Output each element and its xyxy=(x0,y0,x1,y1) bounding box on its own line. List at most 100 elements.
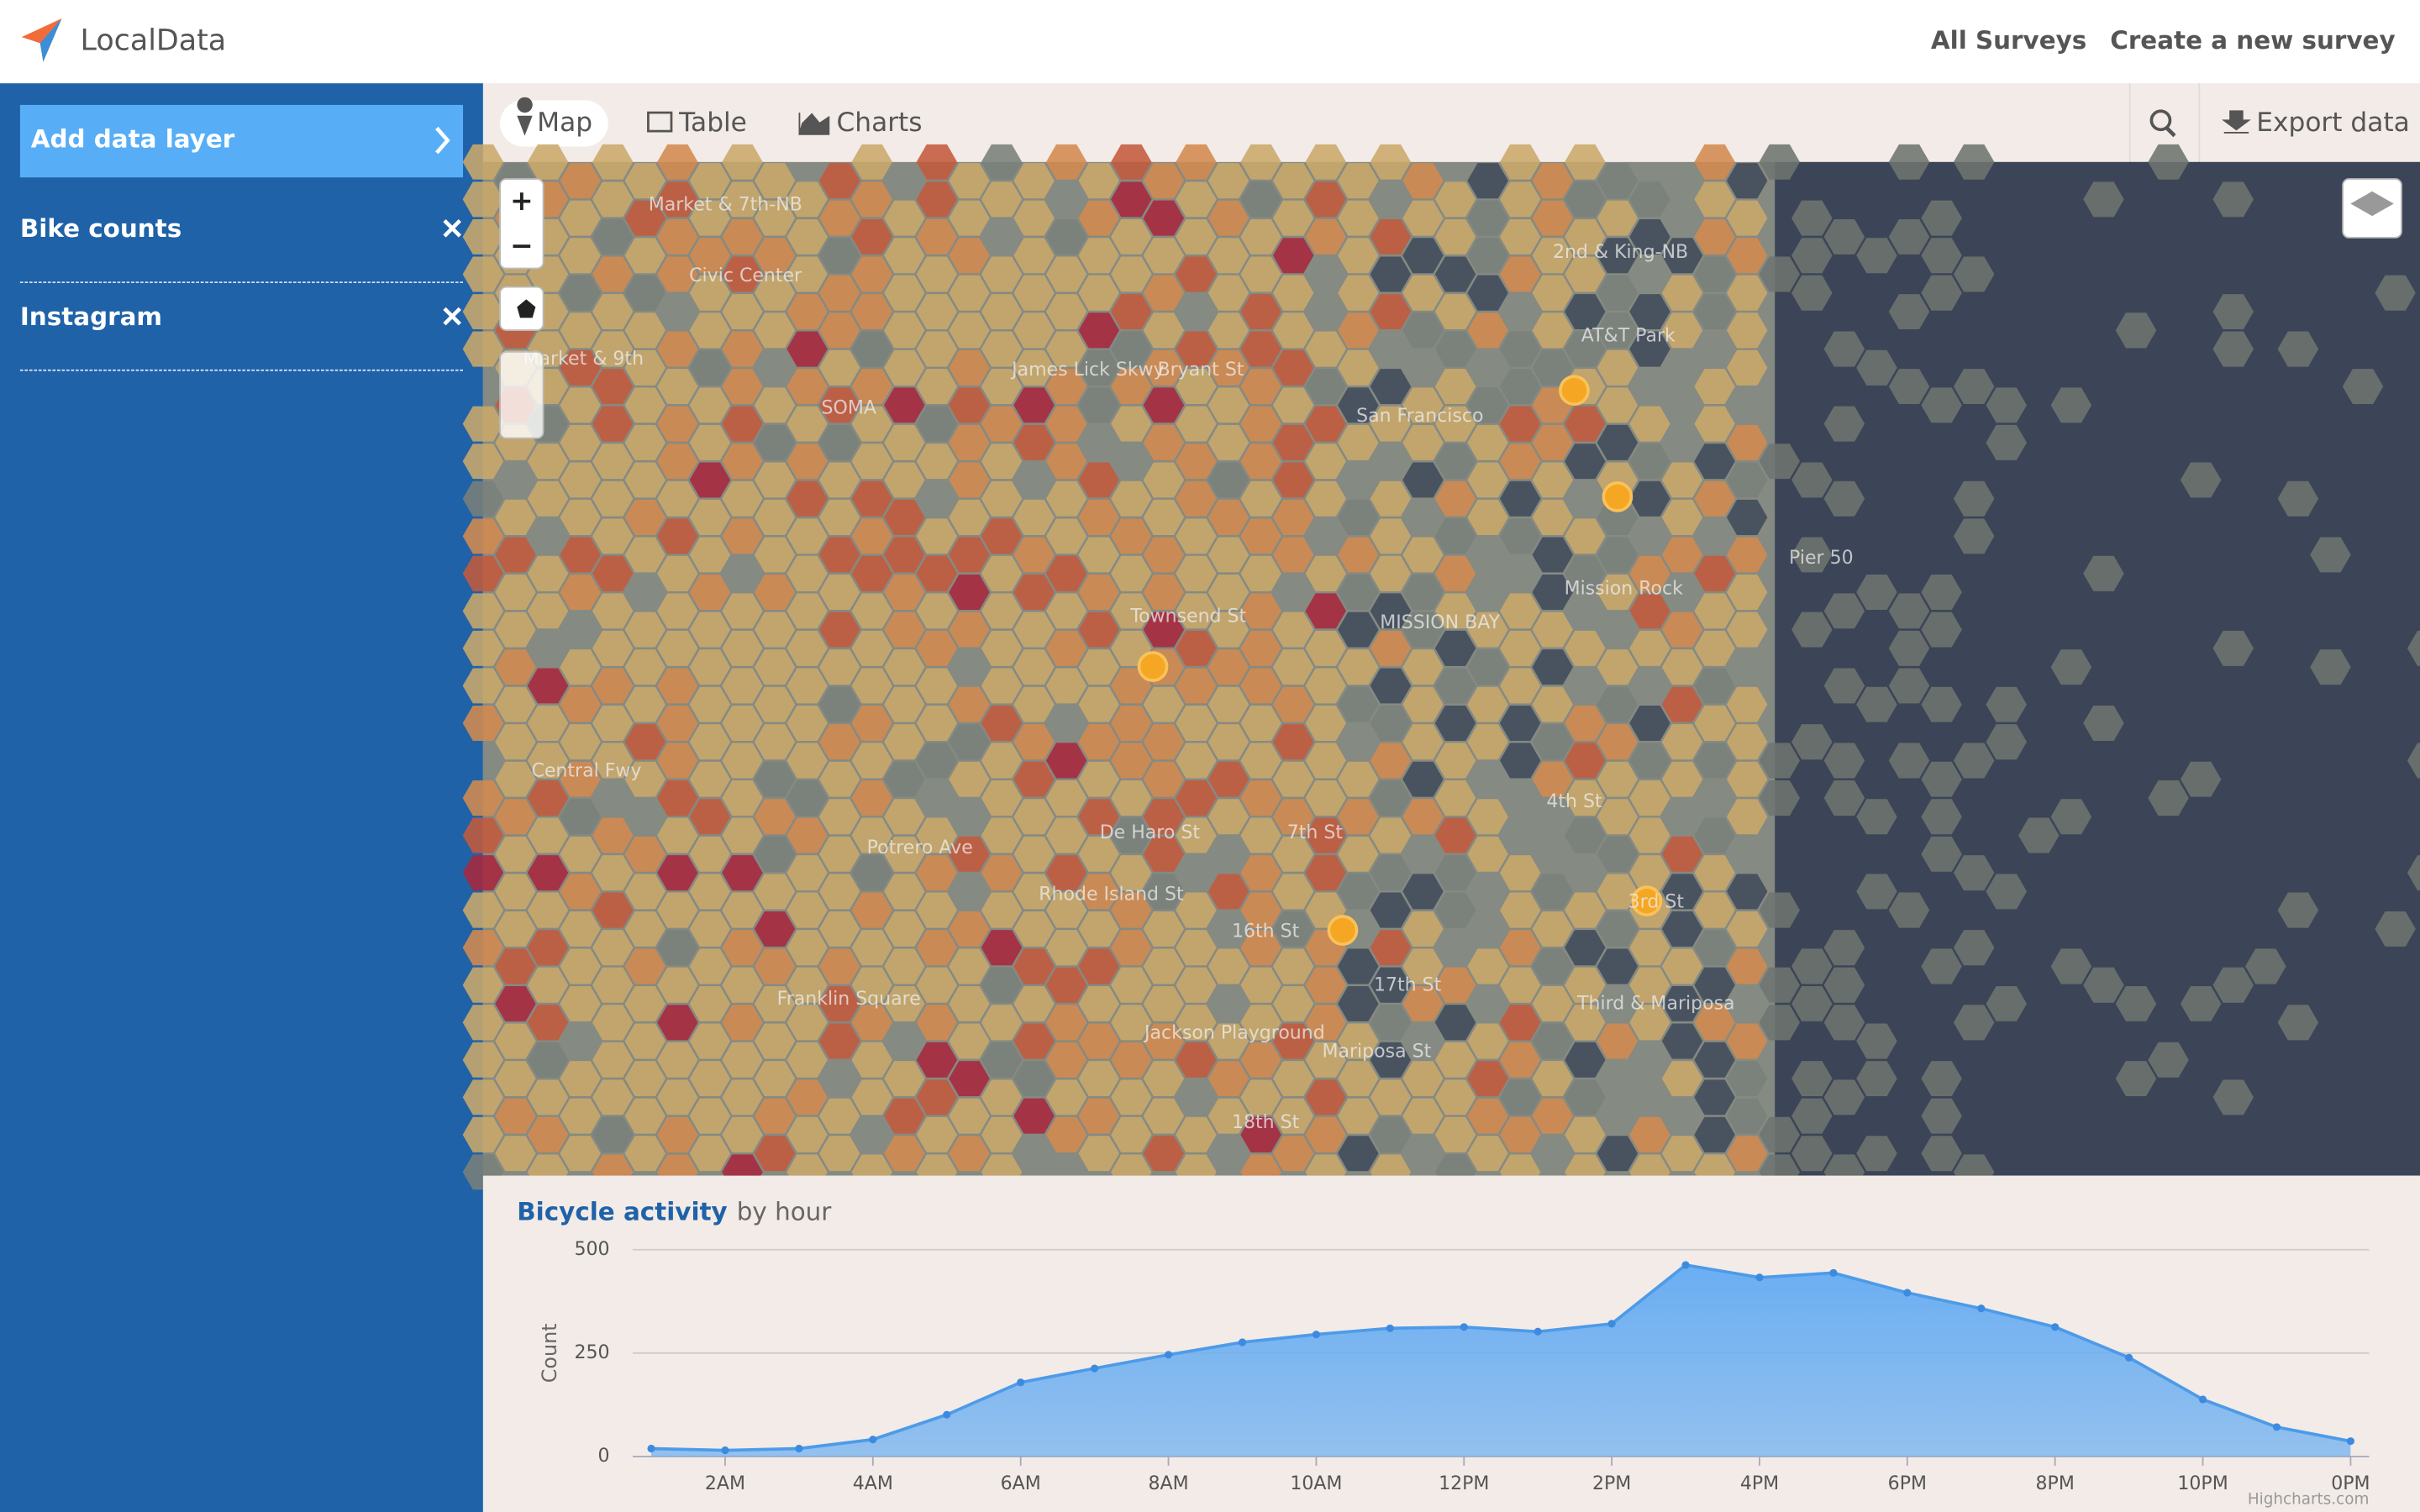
logo[interactable]: LocalData xyxy=(81,24,227,58)
hexbin xyxy=(1888,219,1930,255)
hexbin xyxy=(1467,612,1508,648)
hexbin xyxy=(1240,480,1281,517)
export-button[interactable]: Export data xyxy=(2256,108,2409,138)
hexbin xyxy=(1240,930,1281,966)
hexbin xyxy=(462,555,504,591)
hexbin xyxy=(1726,238,1768,274)
search-icon[interactable] xyxy=(2149,109,2172,132)
hexbin xyxy=(495,948,536,984)
nav-link[interactable]: Create a new survey xyxy=(2110,26,2395,55)
hexbin xyxy=(1305,219,1346,255)
hexbin xyxy=(754,163,796,199)
hexbin xyxy=(1176,1005,1217,1041)
hexbin xyxy=(1597,1023,1639,1059)
hexbin xyxy=(1207,275,1249,311)
hexbin xyxy=(981,1079,1023,1116)
add-layer-label[interactable]: Add data layer xyxy=(31,125,235,154)
hexbin xyxy=(1759,743,1800,779)
hexbin xyxy=(851,1079,892,1116)
hexbin xyxy=(1240,1079,1281,1116)
hexbin xyxy=(1305,331,1346,367)
hexbin xyxy=(949,499,990,535)
hexbin xyxy=(495,1098,536,1134)
hexbin xyxy=(1370,743,1412,779)
hexbin xyxy=(1467,312,1508,349)
hexbin xyxy=(981,1042,1023,1078)
hexbin xyxy=(1013,911,1055,947)
remove-layer[interactable] xyxy=(443,307,461,326)
hexbin xyxy=(1111,1116,1152,1152)
hexbin xyxy=(1045,967,1087,1003)
hexbin xyxy=(560,575,601,611)
hexbin xyxy=(1078,1136,1119,1172)
hexbin xyxy=(1823,593,1865,629)
hexbin xyxy=(1240,780,1281,816)
tab[interactable]: Charts xyxy=(837,108,923,138)
hexbin xyxy=(722,256,763,292)
zoom-out[interactable]: − xyxy=(510,228,534,261)
hexbin xyxy=(560,1098,601,1134)
hexbin xyxy=(1921,275,1962,311)
hexbin xyxy=(1694,743,1735,779)
tab[interactable]: Table xyxy=(678,108,747,138)
map-label: SOMA xyxy=(822,398,876,419)
hexbin xyxy=(1240,593,1281,629)
hexbin xyxy=(1434,743,1476,779)
hexbin xyxy=(1111,593,1152,629)
map-icon xyxy=(517,97,533,136)
hexbin xyxy=(884,238,925,274)
hexbin xyxy=(1694,256,1735,292)
hexbin xyxy=(2115,1061,2157,1096)
hexbin xyxy=(2407,743,2420,779)
hexbin xyxy=(1694,294,1735,329)
hexbin xyxy=(2407,855,2420,891)
hexbin xyxy=(981,518,1023,554)
hexbin xyxy=(2212,331,2254,367)
hexbin xyxy=(1726,575,1768,611)
hexbin xyxy=(786,743,828,779)
hexbin xyxy=(689,200,731,236)
hexbin xyxy=(981,406,1023,442)
hexbin xyxy=(722,369,763,405)
hexbin xyxy=(1176,444,1217,480)
hexbin xyxy=(1240,630,1281,666)
hexbin xyxy=(1467,1098,1508,1134)
hexbin xyxy=(1434,967,1476,1003)
hexbin xyxy=(1272,499,1314,535)
hexbin xyxy=(1013,1098,1055,1134)
hexbin xyxy=(1207,312,1249,349)
layer-name[interactable]: Instagram xyxy=(20,302,162,331)
tab[interactable]: Map xyxy=(537,108,592,138)
hexbin xyxy=(592,892,634,928)
remove-layer[interactable] xyxy=(443,219,461,238)
hexbin xyxy=(722,444,763,480)
hexbin xyxy=(1888,743,1930,779)
hexbin xyxy=(916,256,958,292)
hexbin xyxy=(1532,761,1573,797)
hexbin xyxy=(495,612,536,648)
hexbin xyxy=(1013,1023,1055,1059)
hexbin xyxy=(1565,630,1606,666)
add-layer-button[interactable] xyxy=(19,104,464,178)
hexbin xyxy=(1532,312,1573,349)
hexbin xyxy=(1370,668,1412,704)
hexbin xyxy=(851,219,892,255)
hexbin xyxy=(560,761,601,797)
hexbin xyxy=(1499,743,1541,779)
hexbin xyxy=(884,200,925,236)
layer-name[interactable]: Bike counts xyxy=(20,214,182,243)
hexbin xyxy=(818,200,860,236)
hexbin xyxy=(754,1098,796,1134)
credit[interactable]: Highcharts.com xyxy=(2248,1490,2370,1508)
hexbin xyxy=(916,892,958,928)
hexbin xyxy=(527,668,569,704)
hexbin xyxy=(1597,1136,1639,1172)
hexbin xyxy=(1176,743,1217,779)
hexbin xyxy=(624,349,666,386)
nav-link[interactable]: All Surveys xyxy=(1931,26,2086,55)
hexbin xyxy=(1986,724,2027,760)
hexbin xyxy=(1078,836,1119,872)
hexbin xyxy=(657,780,698,816)
zoom-in[interactable]: + xyxy=(510,184,534,217)
